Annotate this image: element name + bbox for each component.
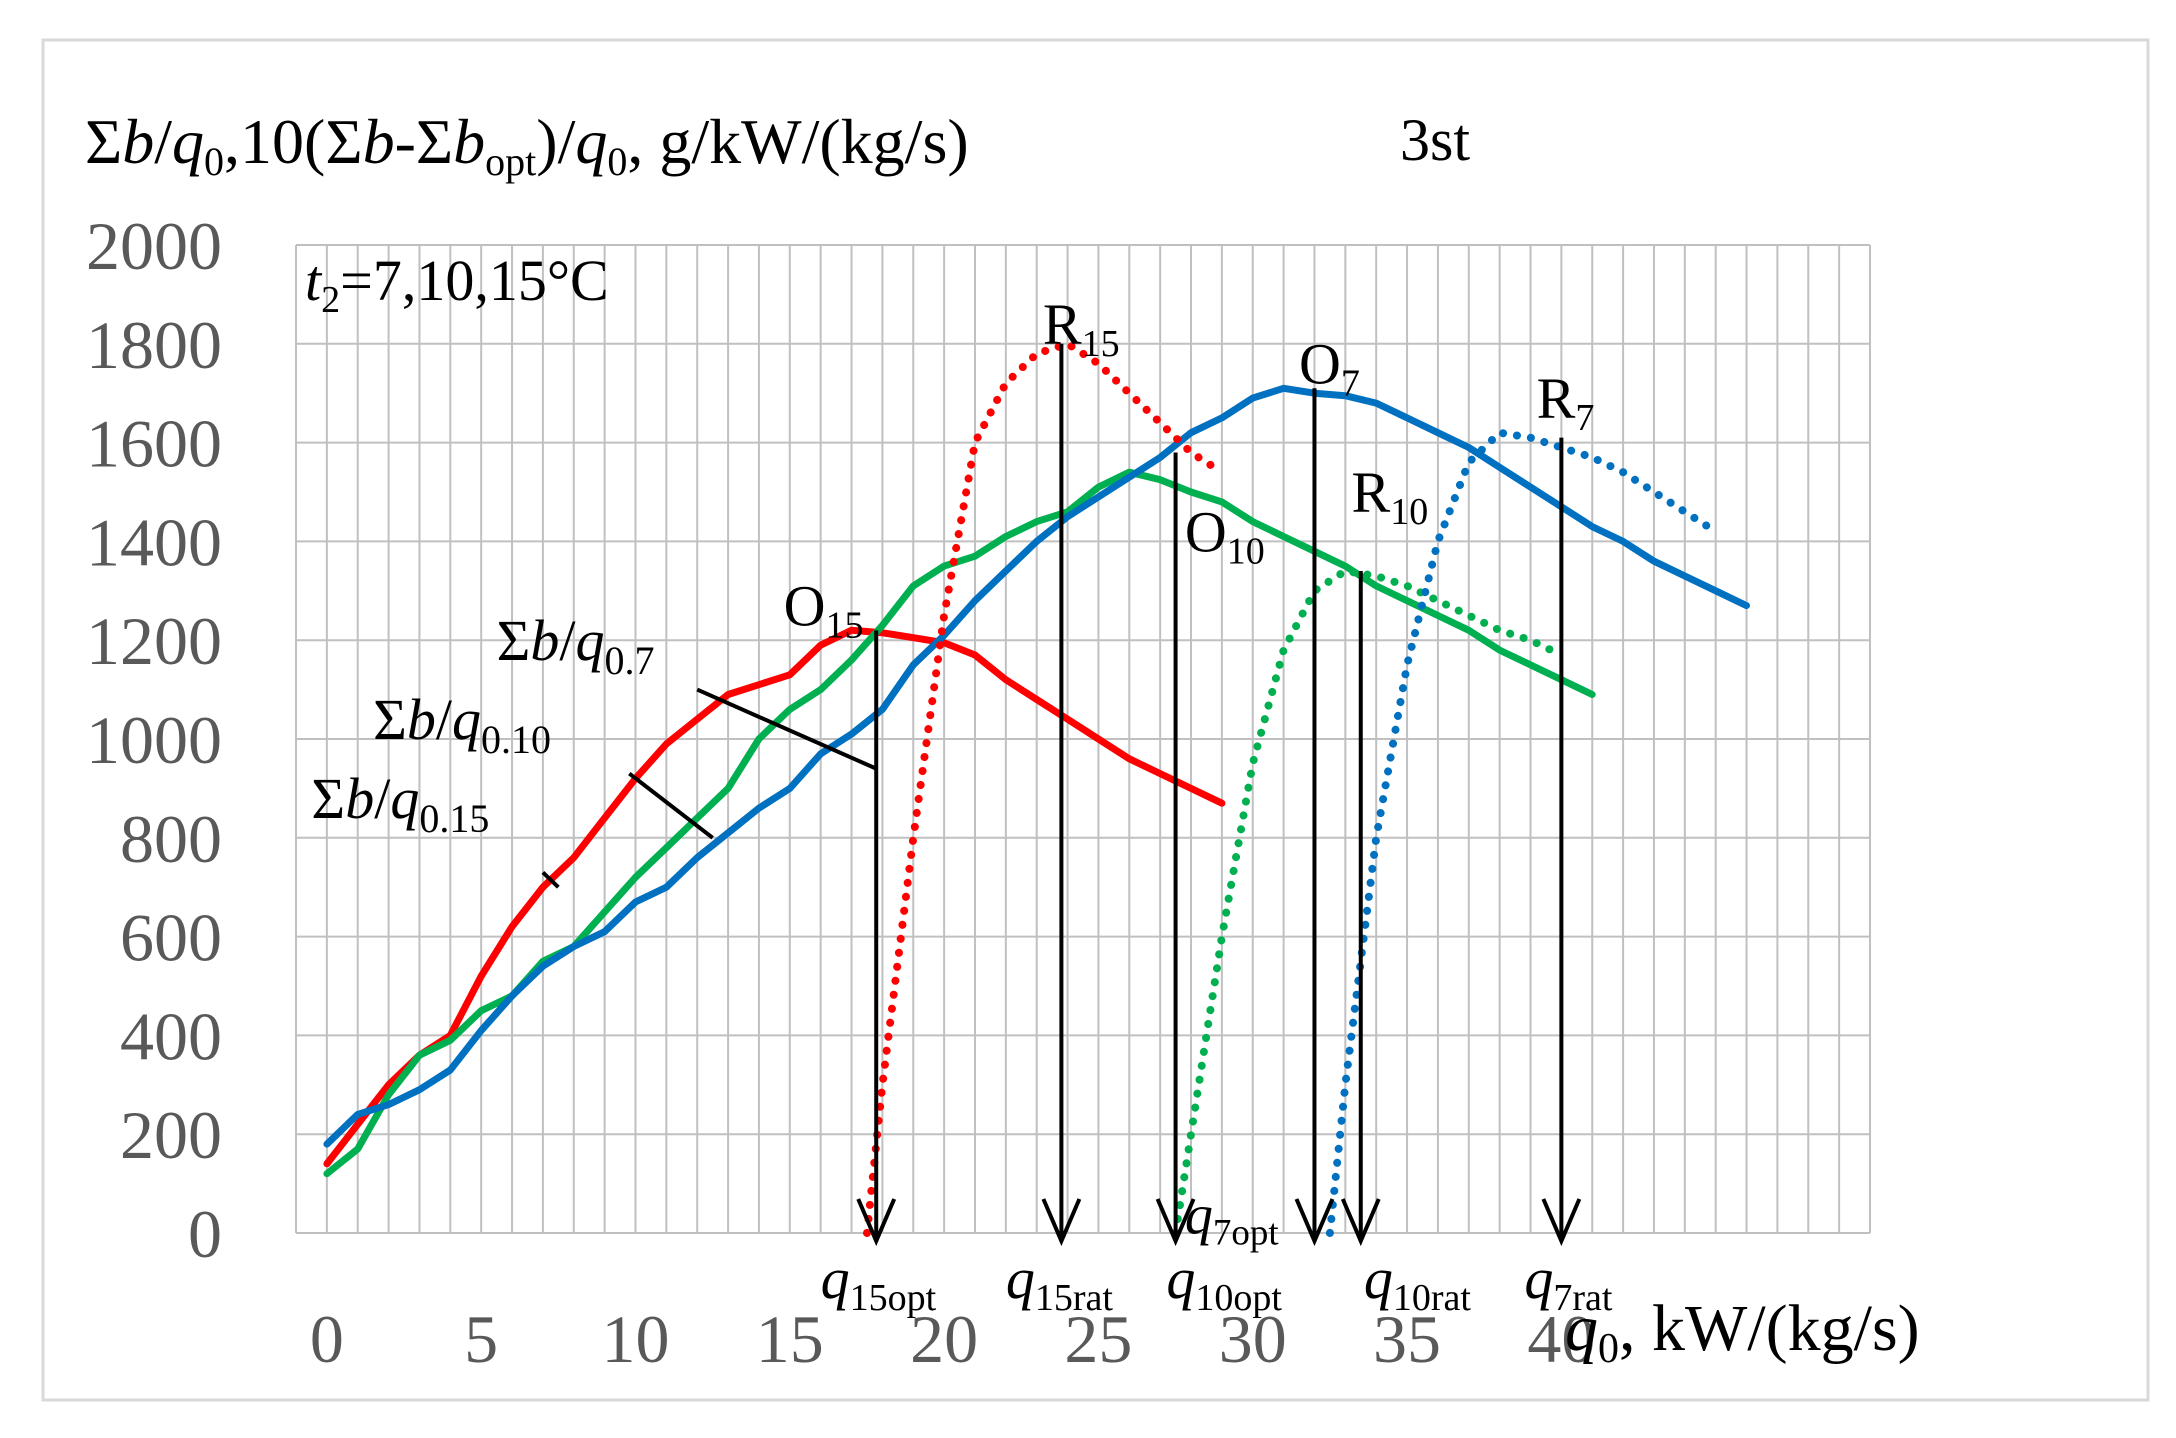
- x-tick-label: 15: [756, 1301, 824, 1377]
- dotted-series-line: [863, 339, 1226, 1237]
- x-tick-label: 10: [601, 1301, 669, 1377]
- arrow-head: [1041, 1198, 1082, 1247]
- y-tick-label: 1800: [86, 307, 222, 383]
- point-label-R10: R10: [1352, 460, 1429, 533]
- bottom-label-q10opt: q10opt: [1166, 1246, 1282, 1319]
- curve-label-sb10: Σb/q0.10: [373, 687, 551, 762]
- x-axis-title: q0, kW/(kg/s): [1565, 1292, 1920, 1372]
- label-layer: R15 O7 R7 R10 O10 O15 q15opt q15rat q10opt q10rat…: [311, 292, 1612, 1319]
- leader-line: [541, 870, 560, 889]
- y-tick-label: 600: [120, 900, 222, 976]
- y-tick-label: 1200: [86, 603, 222, 679]
- y-tick-label: 2000: [86, 208, 222, 284]
- arrow-head: [856, 1198, 897, 1247]
- arrow-head: [1294, 1198, 1335, 1247]
- y-tick-labels: 0 200 400 600 800 1000 1200 1400 1600 1800 2000: [86, 208, 222, 1272]
- series-line: [323, 384, 1750, 1148]
- chart-title: 3st: [1400, 107, 1470, 173]
- series-line: [323, 626, 1226, 1168]
- q7opt-label: q7opt: [1185, 1184, 1280, 1253]
- y-tick-label: 400: [120, 998, 222, 1074]
- point-label-R15: R15: [1043, 292, 1120, 365]
- point-label-O7: O7: [1299, 331, 1360, 404]
- x-tick-label: 20: [910, 1301, 978, 1377]
- leader-line: [628, 771, 714, 840]
- dotted-series-line: [1171, 567, 1566, 1237]
- bottom-label-q15rat: q15rat: [1006, 1246, 1114, 1319]
- bottom-label-q7rat: q7rat: [1524, 1246, 1613, 1319]
- bottom-label-q10rat: q10rat: [1364, 1246, 1472, 1319]
- y-tick-label: 1600: [86, 406, 222, 482]
- leader-line: [696, 687, 878, 771]
- y-tick-label: 1000: [86, 702, 222, 778]
- series-layer: [323, 339, 1750, 1237]
- curve-label-sb15: Σb/q0.15: [311, 766, 489, 841]
- arrow-head: [1340, 1198, 1381, 1247]
- y-tick-label: 200: [120, 1097, 222, 1173]
- x-tick-label: 5: [464, 1301, 498, 1377]
- x-tick-label: 30: [1219, 1301, 1287, 1377]
- arrow-head: [1541, 1198, 1582, 1247]
- y-axis-title: Σb/q0,10(Σb-Σbopt)/q0, g/kW/(kg/s): [85, 106, 969, 184]
- condition-label: t2=7,10,15°C: [305, 248, 609, 321]
- outer-border: [41, 38, 2150, 1402]
- dotted-series-line: [1325, 428, 1720, 1237]
- y-tick-label: 0: [188, 1196, 222, 1272]
- y-tick-label: 1400: [86, 504, 222, 580]
- x-tick-labels: 0 5 10 15 20 25 30 35 40: [310, 1301, 1596, 1377]
- point-label-O15: O15: [784, 573, 864, 646]
- bottom-label-q15opt: q15opt: [821, 1246, 937, 1319]
- point-label-O10: O10: [1185, 499, 1265, 572]
- arrow-layer: [856, 343, 1582, 1247]
- curve-label-sb7: Σb/q0.7: [497, 608, 655, 683]
- y-tick-label: 800: [120, 801, 222, 877]
- point-label-R7: R7: [1537, 366, 1595, 439]
- x-tick-label: 40: [1527, 1301, 1595, 1377]
- x-tick-label: 25: [1064, 1301, 1132, 1377]
- arrow-head: [1155, 1198, 1196, 1247]
- x-tick-label: 35: [1373, 1301, 1441, 1377]
- x-tick-label: 0: [310, 1301, 344, 1377]
